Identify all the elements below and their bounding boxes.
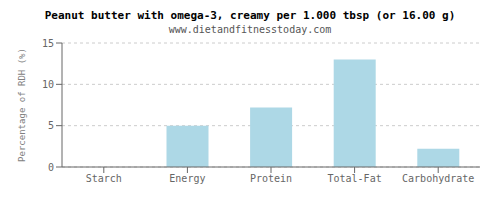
svg-text:15: 15 bbox=[42, 38, 54, 49]
svg-text:Protein: Protein bbox=[250, 173, 292, 184]
svg-text:Carbohydrate: Carbohydrate bbox=[402, 173, 474, 184]
svg-text:Energy: Energy bbox=[169, 173, 205, 184]
svg-text:0: 0 bbox=[48, 162, 54, 173]
svg-text:Starch: Starch bbox=[86, 173, 122, 184]
svg-text:5: 5 bbox=[48, 120, 54, 131]
svg-text:10: 10 bbox=[42, 79, 54, 90]
html-text:Peanut butter with omega-3, cr: Peanut butter with omega-3, creamy per 1… bbox=[44, 9, 456, 22]
html-text:www.dietandfitnesstoday.com: www.dietandfitnesstoday.com bbox=[168, 24, 332, 35]
svg-text:Percentage of RDH (%): Percentage of RDH (%) bbox=[17, 48, 27, 162]
svg-text:Total-Fat: Total-Fat bbox=[328, 173, 382, 184]
